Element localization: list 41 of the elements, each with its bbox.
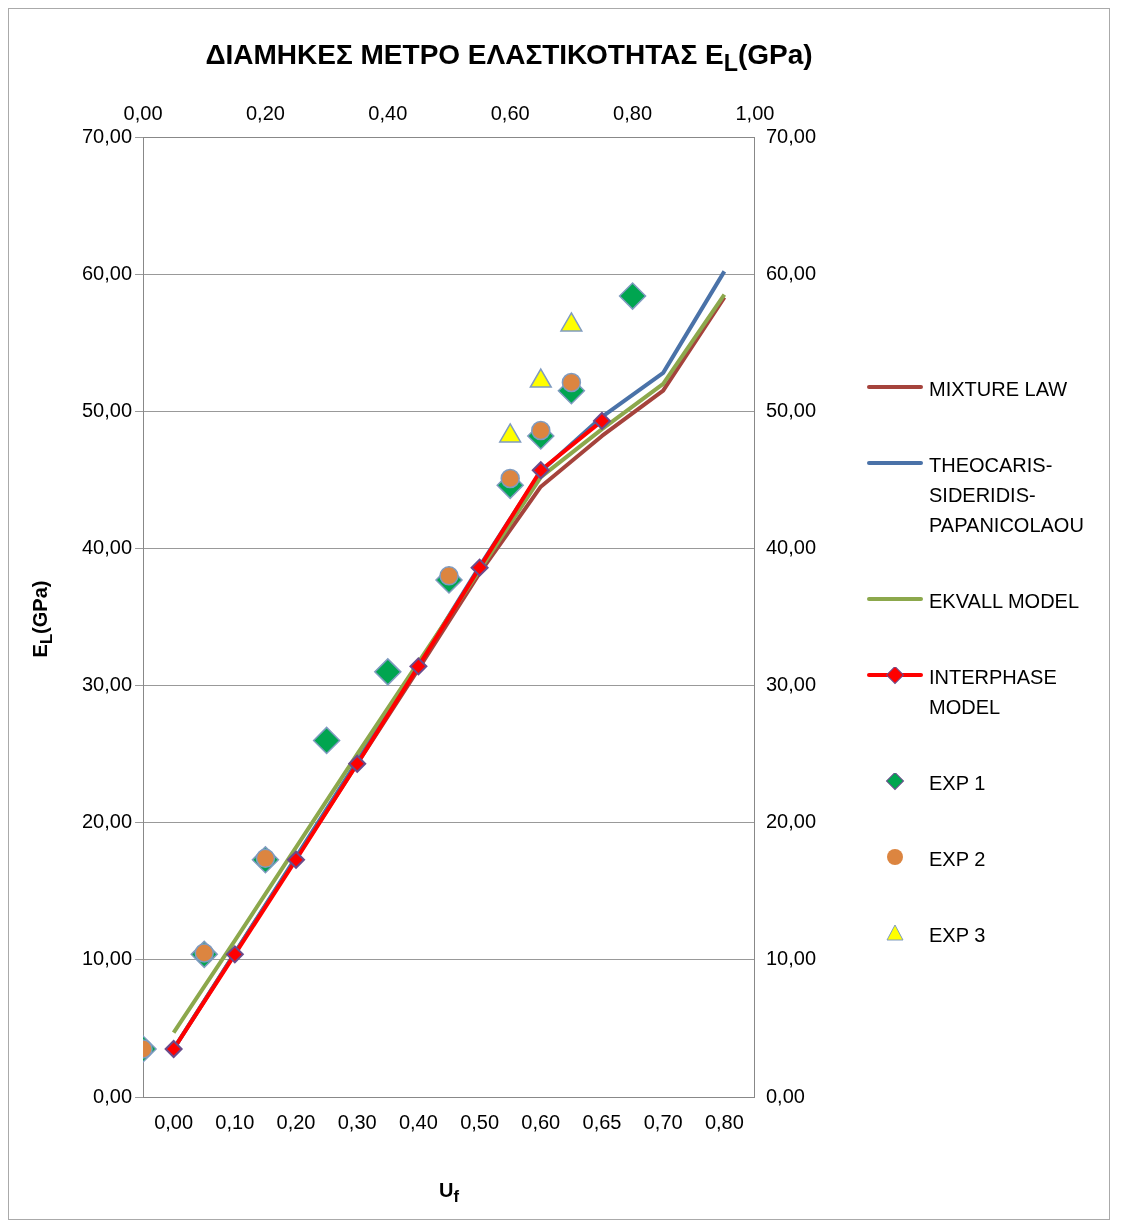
legend-label: EXP 3 bbox=[929, 923, 986, 948]
x2-tick-label: 0,20 bbox=[245, 101, 285, 124]
x2-tick-label: 0,00 bbox=[123, 101, 163, 124]
legend-label: EXP 2 bbox=[929, 847, 986, 872]
x2-tick-label: 1,00 bbox=[735, 101, 775, 124]
y-tick-label: 0,00 bbox=[93, 1084, 133, 1107]
legend-label: INTERPHASE MODEL bbox=[929, 665, 1058, 720]
legend-label: MIXTURE LAW bbox=[929, 377, 1068, 402]
x-tick-label: 0,30 bbox=[337, 1110, 377, 1133]
chart-title: ΔΙΑΜΗΚΕΣ ΜΕΤΡΟ ΕΛΑΣΤΙΚΟΤΗΤΑΣ E$_{L}$(GPa) bbox=[204, 39, 814, 77]
x2-tick-label: 0,80 bbox=[613, 101, 653, 124]
x-tick-label: 0,80 bbox=[704, 1110, 744, 1133]
y2-tick-label: 10,00 bbox=[765, 947, 817, 970]
y-tick-label: 30,00 bbox=[81, 673, 133, 696]
y2-tick-label: 30,00 bbox=[765, 673, 817, 696]
y2-tick-label: 70,00 bbox=[765, 124, 817, 147]
x-tick-label: 0,10 bbox=[215, 1110, 255, 1133]
y2-tick-label: 0,00 bbox=[765, 1084, 805, 1107]
x-tick-label: 0,50 bbox=[460, 1110, 500, 1133]
y-tick-label: 60,00 bbox=[81, 261, 133, 284]
x-tick-label: 0,40 bbox=[398, 1110, 438, 1133]
x2-tick-label: 0,40 bbox=[368, 101, 408, 124]
x-tick-label: 0,00 bbox=[154, 1110, 194, 1133]
x-tick-label: 0,60 bbox=[521, 1110, 561, 1133]
legend-label: THEOCARIS-SIDERIDIS-PAPANICOLAOU bbox=[929, 453, 1085, 538]
y-tick-label: 70,00 bbox=[81, 124, 133, 147]
x-tick-label: 0,65 bbox=[582, 1110, 622, 1133]
x-axis-title: U$_{f}$ bbox=[438, 1179, 460, 1207]
x-tick-label: 0,70 bbox=[643, 1110, 683, 1133]
y-tick-label: 10,00 bbox=[81, 947, 133, 970]
y2-tick-label: 50,00 bbox=[765, 398, 817, 421]
x-tick-label: 0,20 bbox=[276, 1110, 316, 1133]
y-tick-label: 50,00 bbox=[81, 398, 133, 421]
y2-tick-label: 20,00 bbox=[765, 810, 817, 833]
legend-label: EKVALL MODEL bbox=[929, 589, 1080, 614]
x2-tick-label: 0,60 bbox=[490, 101, 530, 124]
y-tick-label: 40,00 bbox=[81, 535, 133, 558]
y2-tick-label: 40,00 bbox=[765, 535, 817, 558]
legend-label: EXP 1 bbox=[929, 771, 986, 796]
y-tick-label: 20,00 bbox=[81, 810, 133, 833]
y2-tick-label: 60,00 bbox=[765, 261, 817, 284]
